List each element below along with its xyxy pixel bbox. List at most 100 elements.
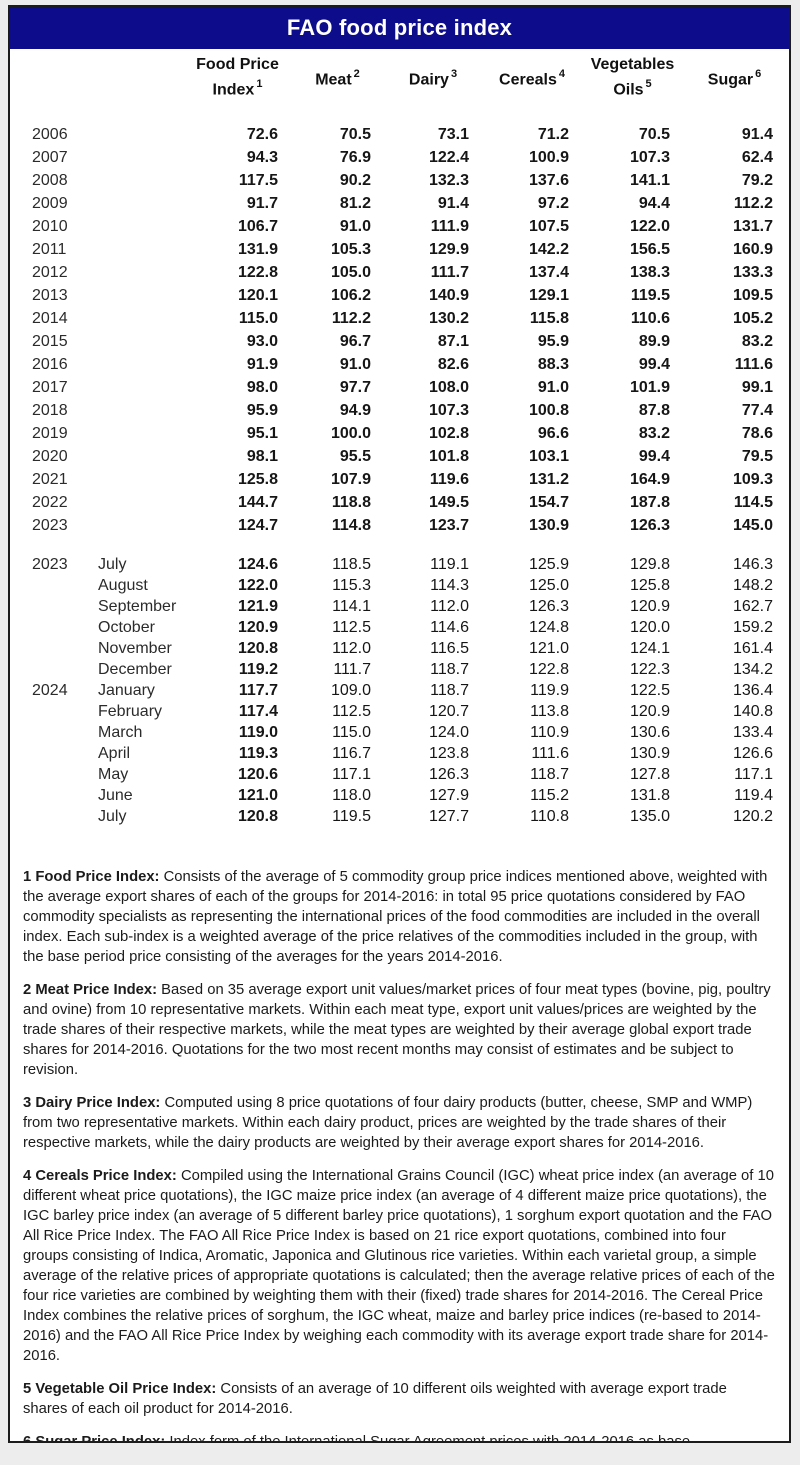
table-row: 2021 125.8 107.9 119.6 131.2 164.9 109.3 <box>10 468 786 491</box>
month-cell: June <box>98 787 133 804</box>
month-cell: April <box>98 745 131 762</box>
value-cell-meat: 100.0 <box>330 425 371 442</box>
footnote-text: Based on 35 average export unit values/m… <box>23 982 771 1078</box>
value-cell-food-price-index: 117.7 <box>238 682 278 699</box>
value-cell-dairy: 123.7 <box>428 517 469 534</box>
value-cell-vegetable-oils: 129.8 <box>629 556 670 573</box>
month-cell <box>88 330 184 353</box>
value-cell-dairy: 123.8 <box>428 745 469 762</box>
table-row: September 121.9 114.1 112.0 126.3 120.9 162.7 <box>10 596 786 617</box>
year-cell: 2018 <box>32 402 68 419</box>
value-cell-dairy: 91.4 <box>437 195 469 212</box>
value-cell-vegetable-oils: 122.3 <box>629 661 670 678</box>
table-row: April 119.3 116.7 123.8 111.6 130.9 126.6 <box>10 743 786 764</box>
year-cell: 2007 <box>32 149 68 166</box>
value-cell-vegetable-oils: 122.5 <box>629 682 670 699</box>
value-cell-meat: 76.9 <box>339 149 371 166</box>
value-cell-food-price-index: 122.0 <box>237 577 278 594</box>
column-header-line: Food Price <box>184 55 291 75</box>
value-cell-dairy: 140.9 <box>428 287 469 304</box>
value-cell-meat: 95.5 <box>339 448 371 465</box>
value-cell-food-price-index: 121.0 <box>237 787 278 804</box>
column-header-dairy: Dairy 3 <box>384 49 482 107</box>
value-cell-vegetable-oils: 130.9 <box>629 745 670 762</box>
year-cell <box>10 722 88 743</box>
value-cell-vegetable-oils: 87.8 <box>638 402 670 419</box>
footnote-6: 6 Sugar Price Index: Index form of the I… <box>23 1432 775 1441</box>
value-cell-meat: 115.3 <box>332 577 371 594</box>
value-cell-dairy: 112.0 <box>430 598 469 615</box>
value-cell-vegetable-oils: 135.0 <box>629 808 670 825</box>
value-cell-cereals: 110.9 <box>530 724 569 741</box>
value-cell-food-price-index: 122.8 <box>237 264 278 281</box>
value-cell-vegetable-oils: 99.4 <box>638 356 670 373</box>
year-cell: 2021 <box>32 471 68 488</box>
value-cell-dairy: 118.7 <box>430 661 469 678</box>
value-cell-meat: 115.0 <box>332 724 371 741</box>
value-cell-vegetable-oils: 122.0 <box>629 218 670 235</box>
year-cell <box>10 617 88 638</box>
report-sheet: FAO food price index Food Price Index 1 Mea… <box>8 5 791 1443</box>
month-cell: July <box>98 808 127 825</box>
footnotes-section: 1 Food Price Index: Consists of the aver… <box>23 867 775 1441</box>
value-cell-food-price-index: 131.9 <box>237 241 278 258</box>
table-row: 2020 98.1 95.5 101.8 103.1 99.4 79.5 <box>10 445 786 468</box>
column-header-text: Meat <box>315 71 352 89</box>
column-header-line: Sugar 6 <box>683 65 786 90</box>
value-cell-cereals: 122.8 <box>528 661 569 678</box>
year-cell <box>10 764 88 785</box>
year-cell <box>10 701 88 722</box>
corner-cell <box>88 49 184 107</box>
value-cell-dairy: 101.8 <box>428 448 469 465</box>
value-cell-sugar: 77.4 <box>741 402 773 419</box>
column-header-line: Vegetables <box>582 55 683 75</box>
table-row: 2017 98.0 97.7 108.0 91.0 101.9 99.1 <box>10 376 786 399</box>
year-cell: 2016 <box>32 356 68 373</box>
month-cell: November <box>98 640 172 657</box>
value-cell-dairy: 127.9 <box>428 787 469 804</box>
table-row: 2015 93.0 96.7 87.1 95.9 89.9 83.2 <box>10 330 786 353</box>
value-cell-cereals: 142.2 <box>528 241 569 258</box>
year-cell <box>10 575 88 596</box>
month-cell <box>88 123 184 146</box>
value-cell-cereals: 125.0 <box>528 577 569 594</box>
value-cell-cereals: 119.9 <box>530 682 569 699</box>
value-cell-vegetable-oils: 156.5 <box>629 241 670 258</box>
value-cell-dairy: 132.3 <box>428 172 469 189</box>
year-cell: 2006 <box>32 126 68 143</box>
value-cell-dairy: 73.1 <box>437 126 469 143</box>
value-cell-meat: 114.1 <box>332 598 371 615</box>
value-cell-vegetable-oils: 164.9 <box>629 471 670 488</box>
year-cell: 2009 <box>32 195 68 212</box>
month-cell: July <box>98 556 127 573</box>
table-row: 2012 122.8 105.0 111.7 137.4 138.3 133.3 <box>10 261 786 284</box>
value-cell-sugar: 79.5 <box>741 448 773 465</box>
column-header-footnote-ref: 2 <box>353 68 360 81</box>
value-cell-dairy: 118.7 <box>430 682 469 699</box>
value-cell-cereals: 115.8 <box>529 310 569 327</box>
value-cell-cereals: 130.9 <box>528 517 569 534</box>
year-cell: 2010 <box>32 218 68 235</box>
column-header-food-price-index: Food Price Index 1 <box>184 49 291 107</box>
value-cell-sugar: 131.7 <box>732 218 773 235</box>
spacer-cell <box>10 107 786 123</box>
month-cell <box>88 192 184 215</box>
table-row: 2023 July 124.6 118.5 119.1 125.9 129.8 146.3 <box>10 554 786 575</box>
year-cell: 2011 <box>32 241 67 258</box>
value-cell-dairy: 82.6 <box>437 356 469 373</box>
value-cell-dairy: 108.0 <box>428 379 469 396</box>
value-cell-vegetable-oils: 120.9 <box>629 598 670 615</box>
value-cell-cereals: 100.9 <box>528 149 569 166</box>
value-cell-sugar: 148.2 <box>732 577 773 594</box>
value-cell-vegetable-oils: 94.4 <box>638 195 670 212</box>
table-row: 2013 120.1 106.2 140.9 129.1 119.5 109.5 <box>10 284 786 307</box>
year-cell <box>10 596 88 617</box>
footnote-text: Compiled using the International Grains … <box>23 1168 775 1364</box>
value-cell-food-price-index: 119.0 <box>238 724 278 741</box>
footnote-3: 3 Dairy Price Index: Computed using 8 pr… <box>23 1093 775 1153</box>
value-cell-cereals: 113.8 <box>530 703 569 720</box>
table-row: 2019 95.1 100.0 102.8 96.6 83.2 78.6 <box>10 422 786 445</box>
value-cell-vegetable-oils: 138.3 <box>629 264 670 281</box>
value-cell-meat: 90.2 <box>339 172 371 189</box>
